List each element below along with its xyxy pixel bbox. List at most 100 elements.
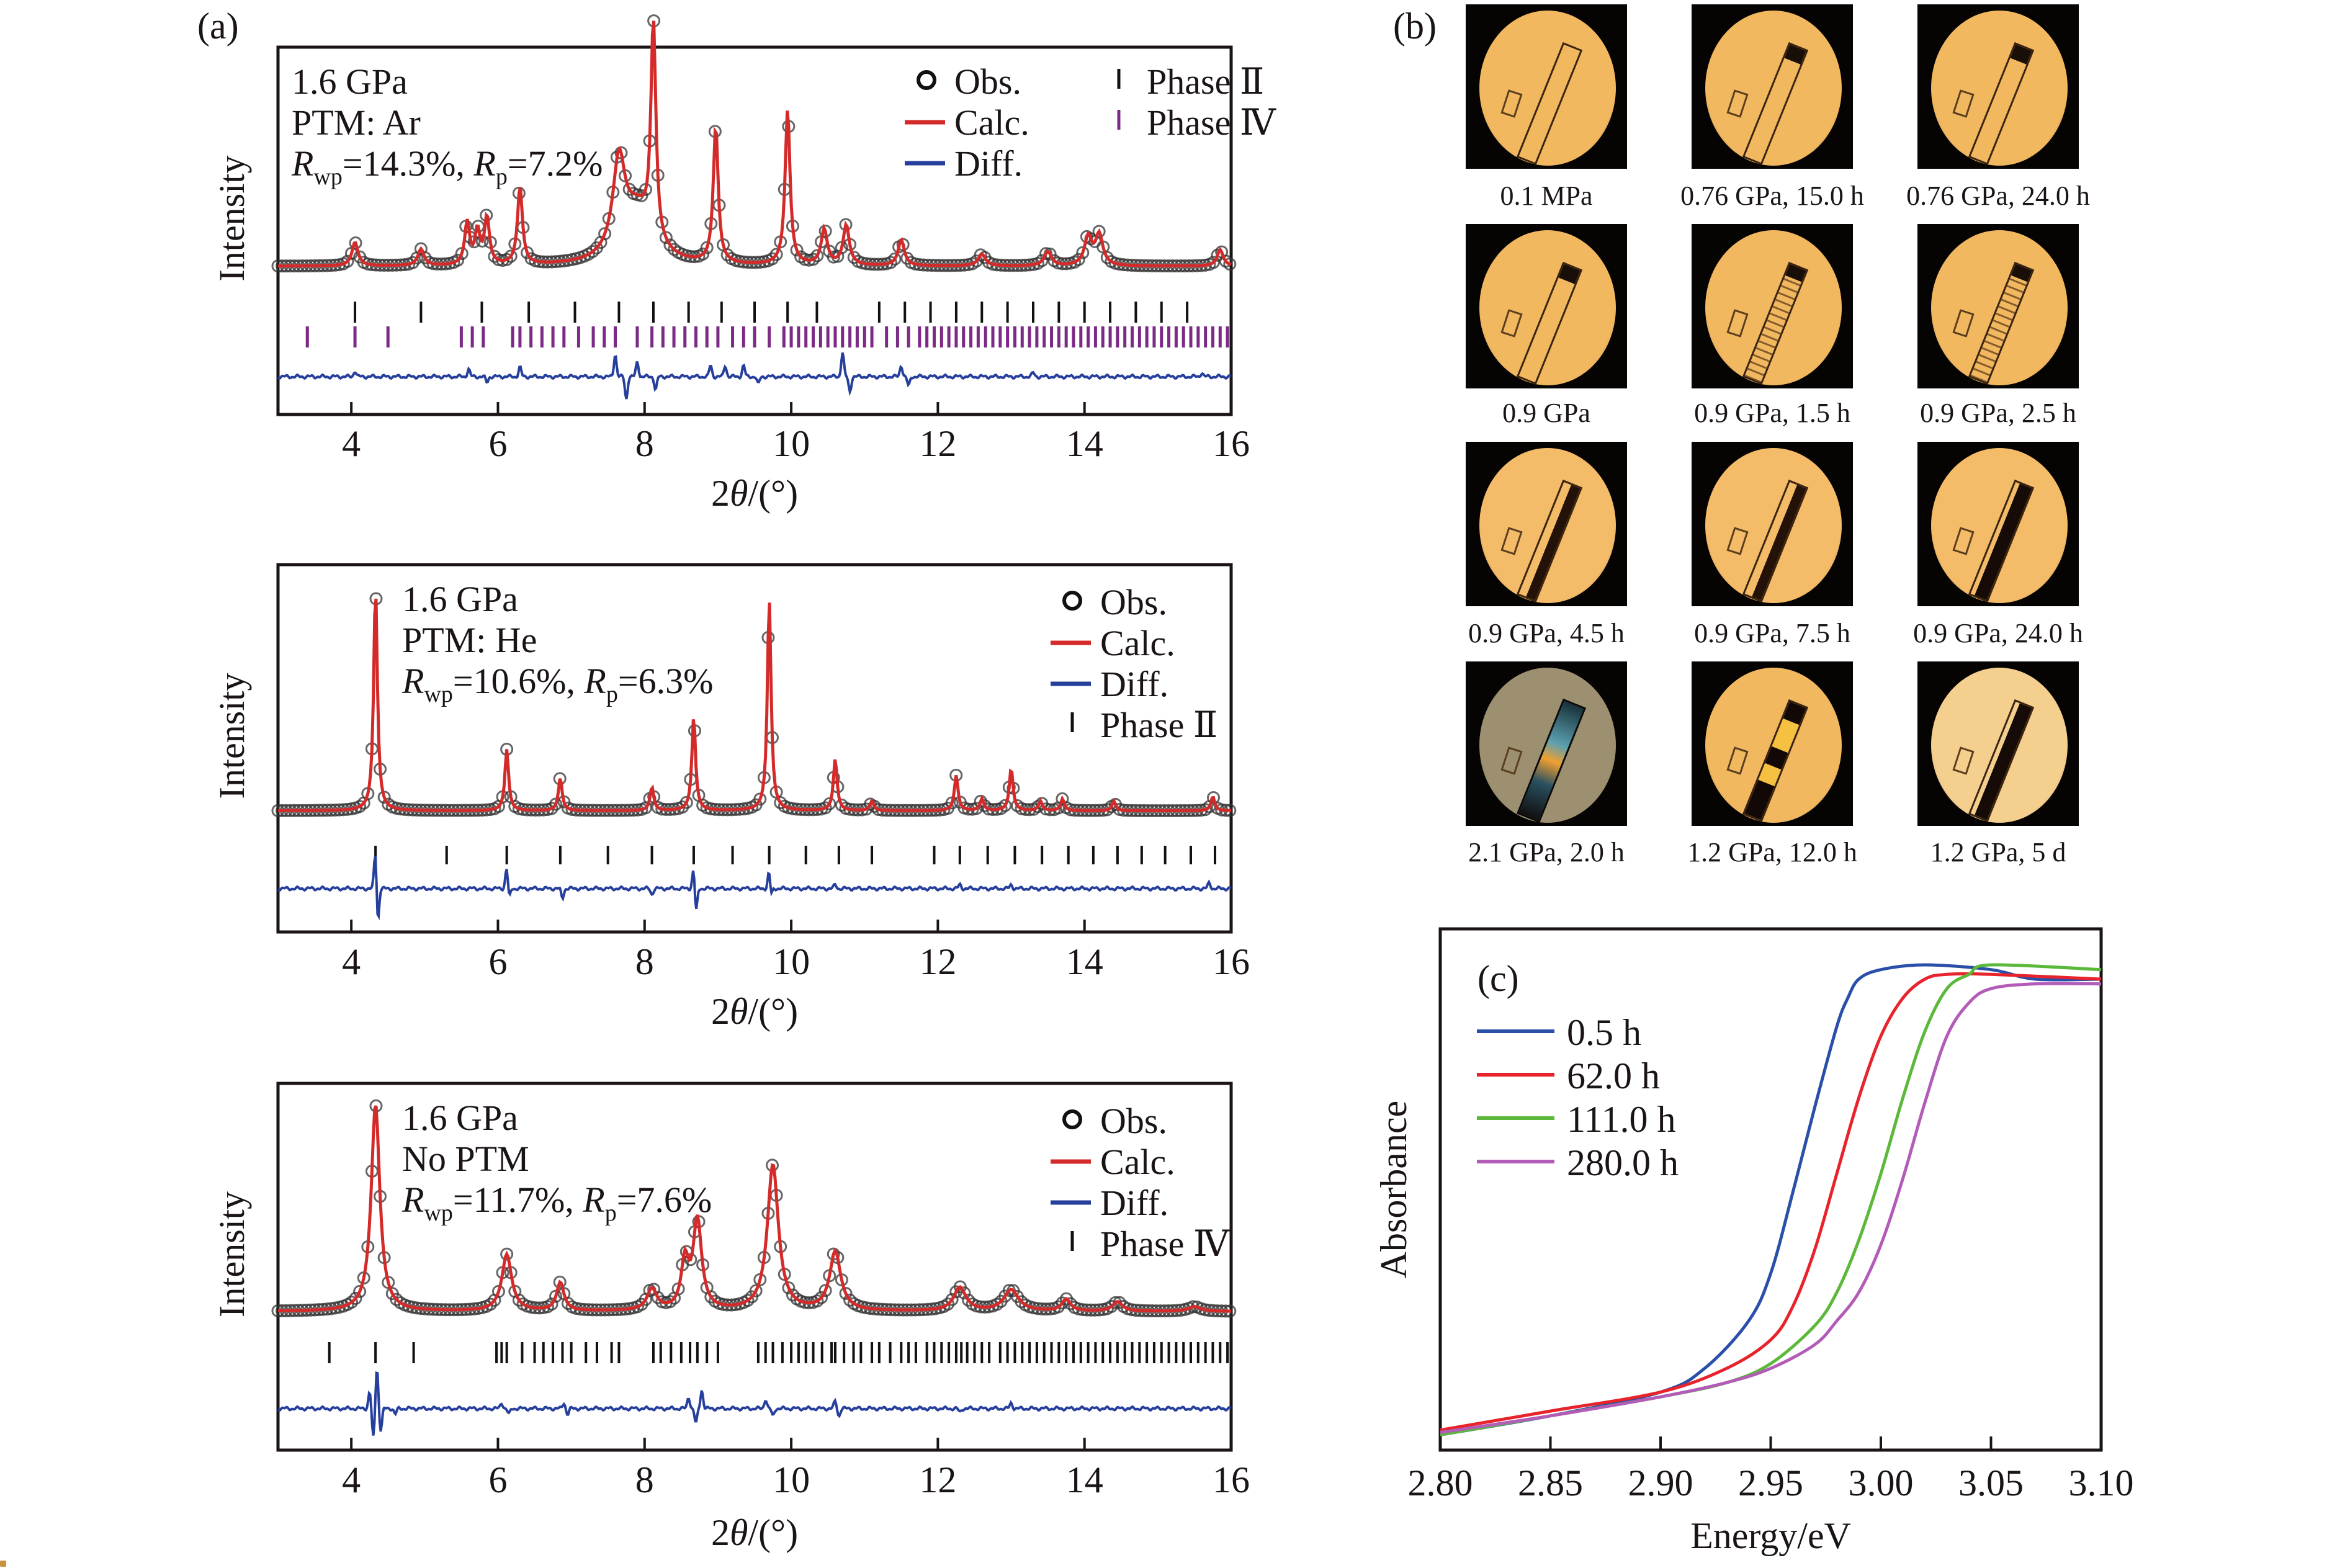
x-tick-label: 4 bbox=[342, 1459, 361, 1500]
legend-label: Diff. bbox=[1100, 1183, 1168, 1223]
legend-label: Obs. bbox=[1100, 1101, 1167, 1141]
obs-point bbox=[769, 248, 783, 261]
x-tick-label: 6 bbox=[488, 423, 507, 464]
axis-title-part: /(°) bbox=[748, 1512, 798, 1553]
legend-item-obs: Obs. bbox=[917, 61, 1021, 102]
phase-ticks-phase4 bbox=[305, 326, 1229, 347]
legend-item-phase2: Phase Ⅳ bbox=[1070, 1224, 1230, 1264]
legend-item-diff: Diff. bbox=[1051, 664, 1168, 704]
micrograph-image bbox=[1917, 442, 2079, 606]
legend-label: Phase Ⅳ bbox=[1147, 102, 1276, 143]
x-tick-label: 16 bbox=[1213, 941, 1250, 982]
obs-point bbox=[500, 1247, 514, 1261]
x-tick-label: 2.95 bbox=[1738, 1463, 1803, 1503]
micrograph-image bbox=[1466, 442, 1627, 606]
plot-frame bbox=[276, 45, 1233, 416]
obs-point bbox=[451, 253, 465, 267]
stat-part: R bbox=[583, 661, 606, 701]
micrograph-image bbox=[1917, 661, 2079, 826]
obs-point bbox=[753, 792, 767, 806]
refinement-stats: Rwp=10.6%, Rp=6.3% bbox=[401, 661, 713, 707]
stat-part: wp bbox=[424, 681, 452, 707]
micrograph-caption: 0.9 GPa, 4.5 h bbox=[1468, 618, 1625, 648]
legend-item-calc: Calc. bbox=[1051, 623, 1175, 663]
obs-point bbox=[786, 1288, 799, 1302]
obs-point bbox=[815, 1291, 828, 1304]
plot-frame bbox=[1438, 927, 2103, 1452]
legend-label: 280.0 h bbox=[1567, 1142, 1679, 1183]
obs-point bbox=[945, 1292, 959, 1306]
obs-point bbox=[1092, 225, 1106, 238]
axis-title-theta: θ bbox=[730, 991, 748, 1032]
micrograph-image bbox=[1692, 442, 1853, 606]
obs-point bbox=[586, 244, 599, 258]
micrograph-caption: 0.9 GPa, 24.0 h bbox=[1913, 618, 2083, 648]
axis-title-theta: θ bbox=[730, 473, 748, 514]
x-tick-label: 12 bbox=[919, 423, 956, 464]
obs-point bbox=[957, 1286, 971, 1300]
obs-point bbox=[1076, 246, 1090, 259]
legend-item-calc: Calc. bbox=[1051, 1142, 1175, 1182]
phase-ticks-primary bbox=[354, 302, 1189, 323]
obs-point bbox=[1035, 254, 1049, 267]
obs-marker-icon bbox=[1062, 591, 1082, 611]
stat-part: R bbox=[291, 143, 313, 184]
obs-point bbox=[344, 1296, 358, 1309]
stat-part: wp bbox=[313, 164, 342, 190]
obs-point bbox=[1072, 253, 1085, 266]
x-tick-label: 3.05 bbox=[1958, 1463, 2024, 1503]
annotation-text: 1.6 GPa bbox=[402, 1098, 518, 1138]
stat-part: p bbox=[605, 1200, 617, 1226]
x-tick-label: 10 bbox=[773, 423, 810, 464]
series-line-2 bbox=[1440, 963, 2102, 1436]
x-tick-label: 8 bbox=[635, 941, 654, 982]
obs-point bbox=[1206, 256, 1220, 269]
micrograph-image bbox=[1466, 4, 1627, 169]
stat-part: R bbox=[401, 661, 424, 701]
calc-line bbox=[278, 20, 1232, 268]
obs-point bbox=[888, 252, 902, 266]
legend-item-obs: Obs. bbox=[1062, 1101, 1167, 1141]
micrograph-image bbox=[1466, 224, 1627, 388]
x-tick-label: 3.10 bbox=[2069, 1463, 2134, 1503]
legend-label: Diff. bbox=[954, 143, 1023, 184]
calc-line bbox=[278, 1105, 1231, 1313]
legend-label: Phase Ⅳ bbox=[1100, 1224, 1230, 1264]
x-tick-label: 10 bbox=[773, 941, 810, 982]
x-tick-label: 3.00 bbox=[1849, 1463, 1914, 1503]
y-axis-title: Absorbance bbox=[1373, 1101, 1414, 1279]
obs-point bbox=[818, 1284, 832, 1297]
annotation-text: 1.6 GPa bbox=[402, 579, 518, 619]
micrograph-image bbox=[1917, 224, 2079, 388]
x-tick-label: 4 bbox=[342, 941, 361, 982]
legend-label: Calc. bbox=[954, 102, 1029, 143]
x-axis-title: Energy/eV bbox=[1690, 1515, 1851, 1556]
stat-part: =7.2% bbox=[508, 143, 603, 184]
x-tick-label: 14 bbox=[1066, 941, 1103, 982]
obs-point bbox=[1223, 258, 1237, 271]
x-tick-label: 6 bbox=[488, 941, 507, 982]
y-axis-title: Intensity bbox=[212, 156, 252, 282]
phase-ticks-primary bbox=[328, 1342, 1229, 1363]
diff-line bbox=[277, 352, 1232, 400]
y-axis-title: Intensity bbox=[212, 673, 252, 799]
y-axis-title: Intensity bbox=[212, 1191, 252, 1317]
diff-line bbox=[277, 856, 1232, 921]
obs-point bbox=[353, 800, 367, 813]
x-tick-label: 2.90 bbox=[1628, 1463, 1693, 1503]
obs-point bbox=[1056, 1296, 1069, 1310]
micrograph-caption: 0.9 GPa bbox=[1502, 398, 1590, 428]
micrograph-caption: 0.9 GPa, 1.5 h bbox=[1694, 398, 1850, 428]
x-tick-label: 6 bbox=[488, 1459, 507, 1500]
legend-item-obs: Obs. bbox=[1062, 582, 1167, 622]
micrograph-caption: 0.76 GPa, 24.0 h bbox=[1906, 181, 2090, 211]
stat-part: R bbox=[473, 143, 495, 184]
stat-part: p bbox=[496, 164, 508, 190]
x-tick-label: 12 bbox=[919, 941, 956, 982]
x-tick-label: 14 bbox=[1066, 423, 1103, 464]
x-tick-label: 14 bbox=[1066, 1459, 1103, 1500]
sample-chamber bbox=[1479, 11, 1616, 166]
x-tick-label: 4 bbox=[342, 423, 361, 464]
